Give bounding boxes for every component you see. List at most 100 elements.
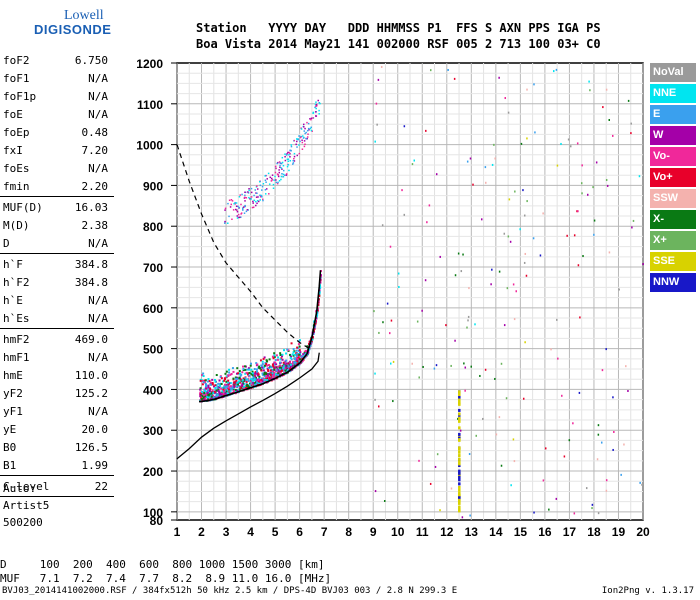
echo-point (266, 375, 269, 378)
interference-point (458, 469, 461, 473)
echo-point (258, 365, 261, 368)
echo-point (295, 363, 298, 366)
noise-point (403, 125, 406, 128)
noise-point (542, 479, 545, 482)
echo-point (217, 389, 220, 392)
echo-point (253, 382, 256, 385)
echo-point (228, 215, 230, 218)
echo-point (272, 183, 275, 186)
echo-point (279, 370, 282, 373)
echo-point (302, 353, 305, 356)
echo-point (209, 383, 212, 386)
echo-point (246, 368, 249, 371)
echo-point (287, 158, 290, 160)
noise-point (469, 157, 472, 160)
noise-point (605, 179, 608, 182)
legend-item-sse: SSE (650, 252, 696, 271)
echo-point (236, 382, 239, 385)
param-name: h`Es (3, 312, 30, 325)
echo-point (220, 393, 223, 396)
echo-point (210, 395, 213, 398)
echo-point (300, 127, 302, 129)
echo-point (273, 376, 276, 379)
echo-point (233, 202, 235, 205)
param-value: N/A (88, 162, 108, 175)
param-name: foEs (3, 162, 30, 175)
echo-point (245, 386, 248, 389)
echo-point (242, 209, 244, 211)
interference-point (458, 395, 461, 399)
echo-point (298, 339, 301, 342)
echo-point (250, 380, 253, 383)
echo-point (317, 298, 320, 301)
echo-point (296, 154, 299, 157)
echo-point (223, 222, 226, 224)
x-tick-label: 8 (345, 525, 352, 539)
echo-point (304, 127, 306, 130)
echo-point (233, 383, 236, 386)
echo-point (257, 196, 259, 198)
echo-point (241, 379, 244, 382)
echo-point (275, 363, 278, 366)
param-row: foF1 N/A (0, 70, 114, 88)
x-tick-label: 12 (440, 525, 454, 539)
echo-point (202, 398, 205, 401)
noise-point (613, 430, 615, 433)
echo-point (295, 355, 298, 358)
echo-point (280, 175, 283, 178)
noise-point (597, 512, 600, 515)
echo-point (293, 157, 295, 160)
echo-point (227, 222, 229, 224)
echo-point (235, 202, 238, 204)
echo-point (238, 370, 241, 373)
echo-point (243, 378, 246, 381)
param-row: fmin 2.20 (0, 178, 114, 196)
echo-point (244, 191, 246, 194)
echo-point (204, 385, 207, 388)
echo-point (277, 181, 279, 184)
interference-point (458, 491, 461, 495)
echo-point (224, 207, 227, 210)
echo-point (223, 379, 226, 382)
echo-point (204, 387, 207, 390)
echo-point (259, 359, 262, 362)
noise-point (506, 287, 509, 290)
echo-point (271, 174, 274, 176)
noise-point (593, 233, 595, 236)
interference-point (458, 416, 461, 420)
noise-point (422, 365, 424, 368)
noise-point (526, 137, 528, 140)
echo-point (234, 390, 237, 393)
echo-point (224, 209, 226, 211)
echo-point (248, 384, 251, 387)
noise-point (382, 321, 384, 324)
echo-point (293, 353, 296, 356)
noise-point (576, 210, 578, 213)
echo-point (261, 362, 264, 365)
noise-point (390, 362, 392, 365)
echo-point (274, 361, 277, 364)
echo-point (291, 364, 294, 367)
echo-point (255, 379, 258, 382)
echo-point (284, 369, 287, 372)
noise-point (413, 159, 416, 162)
echo-point (235, 208, 237, 211)
noise-point (429, 482, 432, 485)
echo-point (259, 380, 262, 383)
echo-point (221, 390, 224, 393)
noise-point (386, 302, 389, 305)
echo-point (263, 375, 266, 378)
echo-point (298, 345, 301, 348)
echo-point (220, 387, 223, 390)
noise-point (510, 484, 512, 487)
noise-point (474, 323, 476, 326)
param-name: yF2 (3, 387, 23, 400)
echo-point (319, 102, 321, 105)
echo-point (254, 372, 257, 375)
interference-point (458, 432, 461, 436)
muf-table: D 100 200 400 600 800 1000 1500 3000 [km… (0, 558, 331, 586)
noise-point (507, 235, 510, 238)
echo-point (259, 181, 261, 183)
noise-point (388, 332, 391, 335)
echo-point (215, 393, 218, 396)
